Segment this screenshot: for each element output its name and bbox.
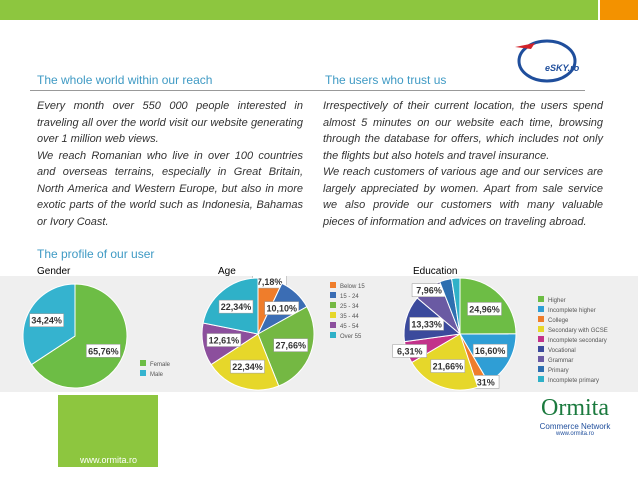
legend-label: Higher <box>548 298 566 304</box>
top-bar <box>0 0 598 20</box>
legend-swatch <box>330 302 336 308</box>
legend-swatch <box>330 292 336 298</box>
legend-label: Primary <box>548 368 569 374</box>
label-box <box>86 344 121 358</box>
data-label: 24,96% <box>469 304 500 314</box>
data-label: 13,33% <box>411 319 442 329</box>
ormita-logo: Ormita Commerce Network www.ormita.ro <box>520 395 630 437</box>
footer-url: www.ormita.ro <box>80 455 138 465</box>
label-box <box>218 299 254 314</box>
label-box <box>273 338 308 352</box>
data-label: 12,61% <box>209 336 240 346</box>
data-label: 22,34% <box>232 362 263 372</box>
data-label: 3,31% <box>469 377 495 387</box>
label-box <box>29 313 64 327</box>
paragraph: We reach customers of various age and ou… <box>323 166 603 228</box>
legend-swatch <box>538 306 544 312</box>
chart-title: Age <box>218 266 236 277</box>
section-title: The whole world within our reach <box>37 73 213 87</box>
label-box <box>392 344 428 358</box>
legend-swatch <box>538 366 544 372</box>
top-bar-accent <box>600 0 638 20</box>
label-box <box>430 359 466 373</box>
legend-label: Secondary with GCSE <box>548 328 608 334</box>
logo-text: eSKY.ro <box>545 63 580 73</box>
legend-label: Grammar <box>548 358 573 364</box>
rule <box>30 90 585 91</box>
section-title: The users who trust us <box>325 73 447 87</box>
data-label: 16,60% <box>475 346 506 356</box>
legend-label: Incomplete higher <box>548 308 596 314</box>
data-label: 6,31% <box>397 347 423 357</box>
legend-label: Incomplete primary <box>548 378 599 384</box>
data-label: 34,24% <box>31 316 62 326</box>
legend-label: Male <box>150 372 164 378</box>
label-box <box>472 343 508 358</box>
legend-label: Female <box>150 362 171 368</box>
section-title: The profile of our user <box>37 247 155 261</box>
tagline: Commerce Network <box>539 422 611 431</box>
legend-swatch <box>538 336 544 342</box>
right-column: Irrespectively of their current location… <box>323 98 603 230</box>
brand: Ormita <box>541 395 609 421</box>
pie-slice <box>451 277 461 335</box>
logo-graphic: eSKY.ro <box>515 39 580 83</box>
legend-swatch <box>538 316 544 322</box>
legend-swatch <box>140 360 146 366</box>
legend-swatch <box>538 356 544 362</box>
legend-swatch <box>140 370 146 376</box>
legend-label: 45 - 54 <box>340 324 359 330</box>
paragraph: Every month over 550 000 people interest… <box>37 100 303 145</box>
legend-label: Incomplete secondary <box>548 338 607 344</box>
legend-label: Over 55 <box>340 334 362 340</box>
charts: 65,76% Female 34,24% Male 7,18% Below 15 10,10… <box>0 276 638 392</box>
legend-label: Below 15 <box>340 284 365 290</box>
legend-swatch <box>330 312 336 318</box>
label-box <box>264 301 299 315</box>
legend-swatch <box>330 332 336 338</box>
paragraph: Irrespectively of their current location… <box>323 100 603 162</box>
legend-swatch <box>538 376 544 382</box>
chart-title: Education <box>413 266 458 277</box>
legend-label: College <box>548 318 569 324</box>
footer-bar <box>58 395 158 467</box>
label-box <box>206 333 242 347</box>
legend-swatch <box>538 346 544 352</box>
left-column: Every month over 550 000 people interest… <box>37 98 303 230</box>
legend-label: 15 - 24 <box>340 294 359 300</box>
esky-logo: eSKY.ro <box>505 35 625 85</box>
data-label: 7,18% <box>257 277 283 287</box>
legend-swatch <box>538 296 544 302</box>
legend-swatch <box>330 322 336 328</box>
label-box <box>467 302 502 316</box>
data-label: 22,34% <box>221 302 252 312</box>
paragraph: We reach Romanian who live in over 100 c… <box>37 149 303 228</box>
data-label: 65,76% <box>88 346 119 356</box>
legend-label: 25 - 34 <box>340 304 359 310</box>
legend-label: Vocational <box>548 348 576 354</box>
data-label: 21,66% <box>433 362 464 372</box>
label-box <box>409 317 444 331</box>
legend-label: 35 - 44 <box>340 314 359 320</box>
legend-swatch <box>330 282 336 288</box>
pie-slice <box>30 283 128 389</box>
data-label: 7,96% <box>416 286 442 296</box>
chart-title: Gender <box>37 266 71 277</box>
brand-url: www.ormita.ro <box>555 431 594 437</box>
data-label: 27,66% <box>275 341 306 351</box>
label-box <box>230 359 265 374</box>
legend-swatch <box>538 326 544 332</box>
data-label: 10,10% <box>266 304 297 314</box>
